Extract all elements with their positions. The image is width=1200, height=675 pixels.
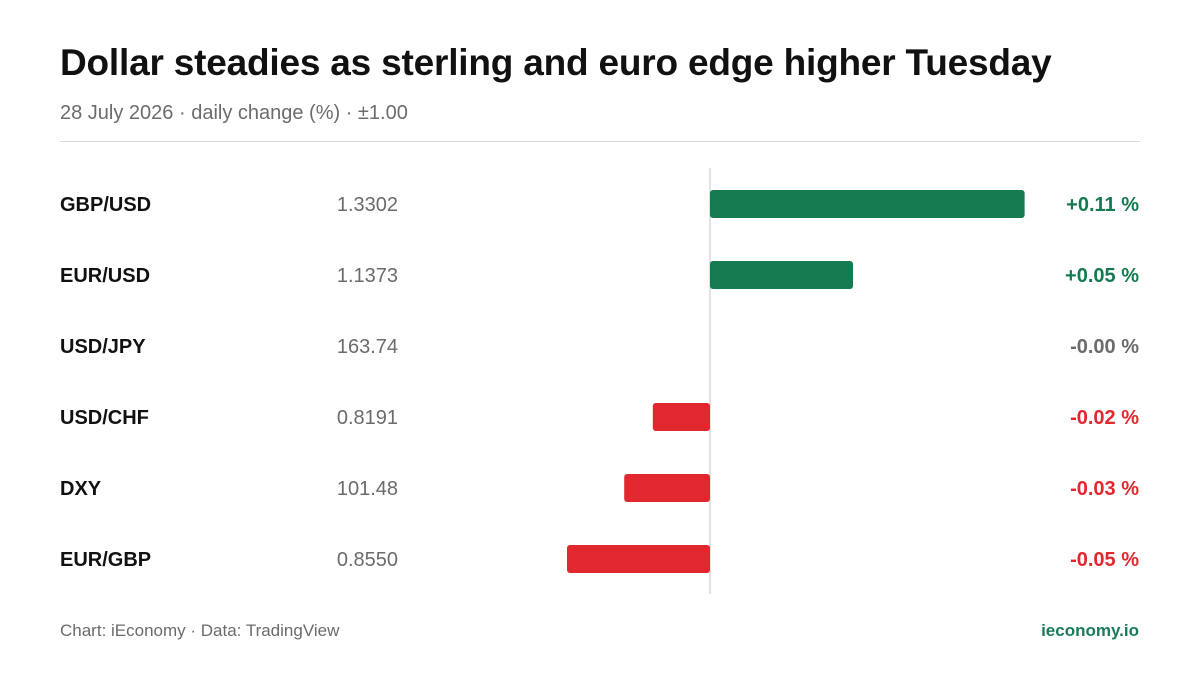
price-label: 0.8191 bbox=[337, 407, 398, 429]
change-bar bbox=[710, 261, 853, 289]
change-bar bbox=[624, 474, 710, 502]
price-label: 163.74 bbox=[337, 336, 398, 358]
change-label: -0.05 % bbox=[1070, 549, 1139, 571]
change-bar bbox=[567, 545, 710, 573]
change-label: -0.00 % bbox=[1070, 336, 1139, 358]
price-label: 1.1373 bbox=[337, 265, 398, 287]
price-label: 1.3302 bbox=[337, 194, 398, 216]
change-label: +0.11 % bbox=[1066, 194, 1139, 216]
price-label: 101.48 bbox=[337, 478, 398, 500]
header-divider bbox=[60, 141, 1140, 142]
source-credit: Chart: iEconomy · Data: TradingView bbox=[60, 621, 340, 640]
pair-label: USD/CHF bbox=[60, 407, 149, 429]
pair-label: DXY bbox=[60, 478, 102, 500]
chart-subtitle: 28 July 2026 · daily change (%) · ±1.00 bbox=[60, 102, 408, 124]
change-bar bbox=[652, 403, 710, 431]
pair-label: USD/JPY bbox=[60, 336, 146, 358]
change-label: -0.02 % bbox=[1070, 407, 1139, 429]
pair-label: EUR/GBP bbox=[60, 549, 151, 571]
chart-title: Dollar steadies as sterling and euro edg… bbox=[60, 42, 1052, 83]
brand-link[interactable]: ieconomy.io bbox=[1041, 621, 1139, 640]
pair-label: EUR/USD bbox=[60, 265, 150, 287]
change-label: +0.05 % bbox=[1065, 265, 1139, 287]
pair-label: GBP/USD bbox=[60, 194, 151, 216]
change-bar bbox=[710, 190, 1025, 218]
change-label: -0.03 % bbox=[1070, 478, 1139, 500]
price-label: 0.8550 bbox=[337, 549, 398, 571]
